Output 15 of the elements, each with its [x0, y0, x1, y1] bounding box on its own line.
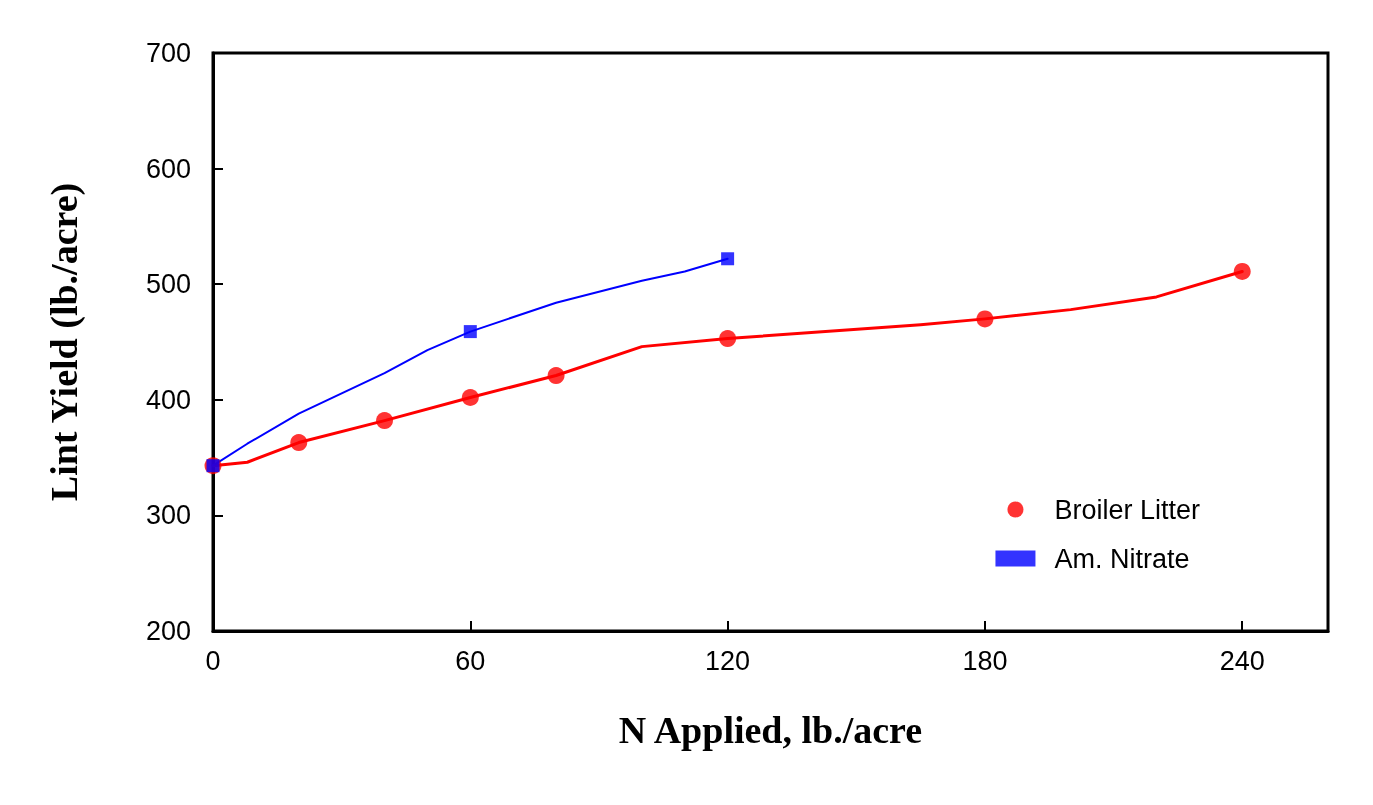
y-tick-label: 300: [145, 500, 191, 531]
x-axis-title: N Applied, lb./acre: [618, 709, 923, 751]
y-tick-label: 200: [145, 616, 191, 646]
y-tick-label: 400: [145, 384, 191, 415]
y-tick-label: 700: [145, 38, 191, 68]
legend-label: Am. Nitrate: [1054, 543, 1190, 574]
x-tick-label: 60: [455, 645, 486, 676]
x-tick-label: 120: [705, 645, 751, 676]
x-tick-label: 240: [1219, 645, 1265, 676]
x-tick-label: 180: [962, 645, 1008, 676]
x-tick-label: 0: [205, 645, 221, 676]
y-tick-label: 500: [145, 269, 191, 300]
y-axis-title: Lint Yield (lb./acre): [43, 182, 86, 502]
y-tick-label: 600: [145, 153, 191, 184]
legend-label: Broiler Litter: [1054, 494, 1201, 525]
